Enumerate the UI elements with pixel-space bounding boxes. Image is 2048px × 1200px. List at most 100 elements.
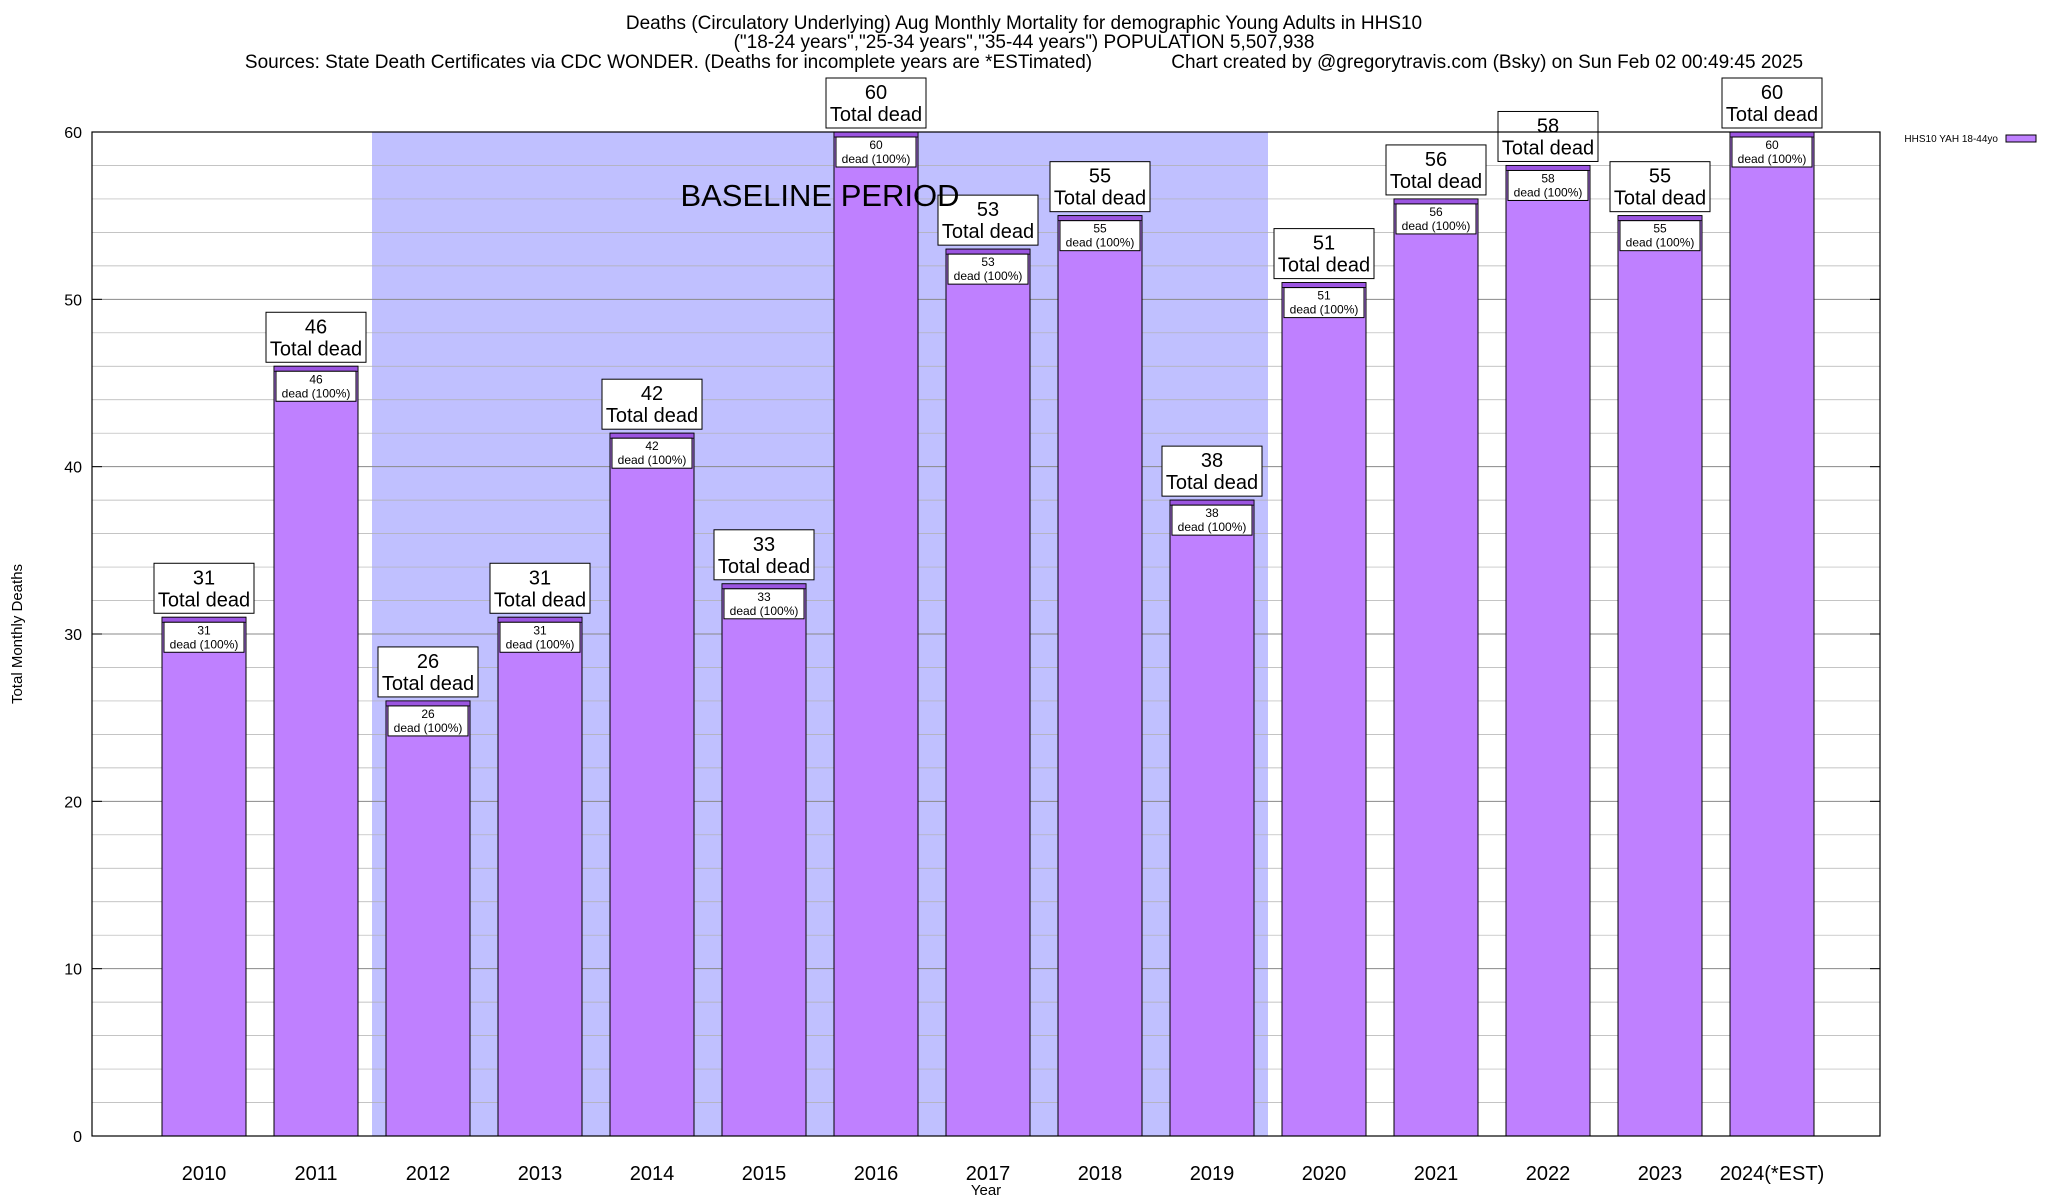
bar-top-band [273,365,359,372]
bar [1281,282,1367,1137]
x-tick-label: 2022 [1526,1163,1571,1185]
bar-total-value: 46 [305,316,327,338]
bar-inner-value: 51 [1317,289,1331,303]
bar-top-band [1617,215,1703,222]
bar-inner-value: 26 [421,707,435,721]
y-tick-label: 50 [64,292,82,309]
bar-total-label-box [489,562,591,614]
bar-total-label-box [153,562,255,614]
x-tick-label: 2024(*EST) [1720,1163,1825,1185]
y-tick-label: 10 [64,962,82,979]
bar-inner-label-box [835,136,917,168]
bar-top-band [721,583,807,590]
bar-inner-label-box [275,370,357,402]
chart-title-line-3: Sources: State Death Certificates via CD… [244,52,1804,73]
bar-top-band [1393,198,1479,205]
x-tick-label: 2010 [182,1163,227,1185]
bar-inner-label: dead (100%) [1402,219,1471,233]
bar-total-label-box [1161,445,1263,497]
x-tick-label: 2023 [1638,1163,1683,1185]
bar-total-label: Total dead [1726,104,1818,126]
x-tick-label: 2017 [966,1163,1011,1185]
bar-total-label: Total dead [1502,137,1594,159]
bar-total-label: Total dead [1054,188,1146,210]
bar-inner-value: 38 [1205,506,1219,520]
bar-total-label: Total dead [606,405,698,427]
bar [1393,198,1479,1137]
bar-inner-label-box [1731,136,1813,168]
chart-title-line-2: ("18-24 years","25-34 years","35-44 year… [733,32,1315,53]
bar-total-label-box [1385,144,1487,196]
bar-total-value: 55 [1089,166,1111,188]
bar-top-band [161,616,247,623]
bar-total-label: Total dead [1390,171,1482,193]
x-tick-label: 2014 [630,1163,675,1185]
bar-top-band [385,700,471,707]
bar-total-label: Total dead [830,104,922,126]
bar-total-value: 55 [1649,166,1671,188]
y-tick-label: 20 [64,794,82,811]
bar-total-label: Total dead [1614,188,1706,210]
x-tick-label: 2013 [518,1163,563,1185]
bar-inner-label: dead (100%) [1738,152,1807,166]
bar-total-label: Total dead [942,221,1034,243]
bar-top-band [833,131,919,138]
bar-inner-value: 33 [757,590,771,604]
bar-inner-label: dead (100%) [1626,236,1695,250]
bar [1057,215,1143,1137]
bar-total-value: 60 [1761,82,1783,104]
x-tick-label: 2012 [406,1163,451,1185]
bar-inner-value: 60 [1765,138,1779,152]
bar-total-label-box [265,311,367,363]
bar-total-label-box [937,194,1039,246]
bar-inner-value: 55 [1093,222,1107,236]
x-axis-label: Year [971,1182,1001,1199]
bar-total-label-box [1497,110,1599,162]
bar-total-label-box [601,378,703,430]
bar-total-label: Total dead [1166,472,1258,494]
bar-total-label: Total dead [382,673,474,695]
bar [945,248,1031,1137]
y-tick-label: 40 [64,460,82,477]
bar-total-value: 60 [865,82,887,104]
y-tick-label: 0 [73,1129,82,1146]
bar-inner-value: 56 [1429,205,1443,219]
bar [1505,164,1591,1137]
bar-inner-label-box [1283,287,1365,319]
bar-inner-label: dead (100%) [282,386,351,400]
bar-inner-label: dead (100%) [394,721,463,735]
bar-inner-label-box [1507,169,1589,201]
bar-total-label: Total dead [718,556,810,578]
bar-inner-label: dead (100%) [1178,520,1247,534]
bar [833,131,919,1137]
bar-inner-label-box [723,588,805,620]
x-tick-label: 2021 [1414,1163,1459,1185]
x-tick-label: 2011 [294,1163,337,1185]
bar-inner-label: dead (100%) [1290,303,1359,317]
x-tick-label: 2019 [1190,1163,1235,1185]
bar-inner-label-box [1395,203,1477,235]
legend-label: HHS10 YAH 18-44yo [1904,134,1998,145]
bar-inner-label-box [947,253,1029,285]
bar-inner-label: dead (100%) [170,637,239,651]
bar-total-label: Total dead [270,338,362,360]
y-tick-label: 60 [64,125,82,142]
bar-inner-value: 55 [1653,222,1667,236]
bar-total-label: Total dead [494,589,586,611]
bar-total-label-box [713,529,815,581]
bar-inner-value: 46 [309,372,323,386]
bar-inner-label: dead (100%) [1514,185,1583,199]
bar-total-label-box [1609,161,1711,213]
bar-inner-value: 53 [981,255,995,269]
bar-total-value: 56 [1425,149,1447,171]
bar-total-value: 53 [977,199,999,221]
bar-inner-value: 58 [1541,171,1555,185]
x-tick-label: 2015 [742,1163,787,1185]
bar-total-label-box [825,77,927,129]
bar [1729,131,1815,1137]
bar-total-label: Total dead [158,589,250,611]
chart-title-line-1: Deaths (Circulatory Underlying) Aug Mont… [625,13,1423,34]
bar-top-band [497,616,583,623]
bar-inner-label-box [1619,220,1701,252]
bar [161,616,247,1137]
